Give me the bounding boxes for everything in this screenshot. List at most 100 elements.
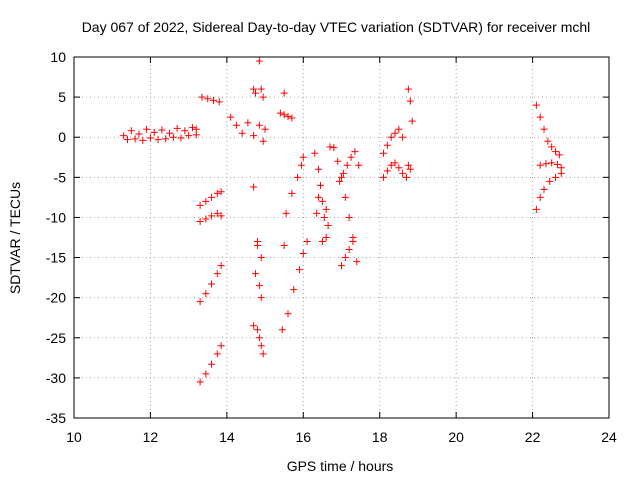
data-point bbox=[406, 97, 414, 105]
data-point bbox=[380, 149, 388, 157]
series-arc-13.3-d bbox=[196, 342, 225, 386]
data-point bbox=[213, 350, 221, 358]
data-point bbox=[355, 161, 363, 169]
data-point bbox=[552, 173, 559, 181]
data-point bbox=[282, 209, 290, 217]
data-point bbox=[202, 290, 210, 298]
data-point bbox=[544, 137, 552, 145]
data-point bbox=[250, 183, 258, 191]
data-point bbox=[198, 93, 206, 101]
y-tick-label: -30 bbox=[46, 370, 66, 386]
series-arc-15.6-b bbox=[284, 238, 311, 318]
data-point bbox=[276, 109, 284, 117]
data-point bbox=[345, 246, 353, 254]
x-tick-label: 16 bbox=[295, 429, 311, 445]
data-point bbox=[257, 294, 265, 302]
data-point bbox=[255, 57, 263, 65]
data-point bbox=[380, 173, 388, 181]
data-point bbox=[252, 270, 260, 278]
data-point bbox=[127, 127, 135, 135]
chart-title: Day 067 of 2022, Sidereal Day-to-day VTE… bbox=[82, 19, 591, 35]
data-point bbox=[196, 298, 204, 306]
data-point bbox=[257, 254, 265, 262]
data-point bbox=[532, 101, 540, 109]
series-arc-17.0 bbox=[336, 148, 363, 185]
data-points bbox=[120, 57, 565, 386]
data-point bbox=[322, 234, 330, 241]
data-point bbox=[322, 205, 330, 213]
y-tick-label: 0 bbox=[58, 129, 66, 145]
series-arc-13.3-a bbox=[196, 188, 225, 209]
data-point bbox=[315, 165, 323, 173]
data-point bbox=[169, 133, 177, 141]
series-arc-16.7 bbox=[326, 143, 361, 266]
data-point bbox=[124, 136, 131, 144]
data-point bbox=[143, 125, 151, 133]
data-point bbox=[181, 127, 189, 135]
data-point bbox=[553, 160, 561, 168]
data-point bbox=[177, 134, 185, 142]
data-point bbox=[540, 185, 548, 193]
data-point bbox=[383, 167, 391, 175]
data-point bbox=[532, 205, 540, 213]
data-point bbox=[395, 125, 403, 133]
data-point bbox=[208, 212, 216, 220]
data-point bbox=[316, 181, 324, 189]
x-tick-label: 22 bbox=[525, 429, 541, 445]
series-arc-18.0 bbox=[380, 125, 407, 157]
data-point bbox=[318, 238, 326, 246]
data-point bbox=[244, 119, 252, 127]
series-arc-near-zero-a bbox=[120, 124, 200, 140]
data-point bbox=[311, 149, 319, 157]
data-point bbox=[536, 193, 544, 201]
series-arc-17.0-low bbox=[338, 238, 357, 270]
series-arc-13.3-c bbox=[196, 262, 225, 306]
data-point bbox=[280, 111, 288, 119]
data-point bbox=[232, 121, 240, 129]
data-point bbox=[542, 160, 550, 168]
data-point bbox=[158, 126, 166, 134]
series-arc-22.1-a bbox=[532, 101, 563, 159]
data-point bbox=[315, 193, 323, 201]
data-point bbox=[253, 242, 261, 250]
data-point bbox=[546, 177, 554, 185]
x-tick-label: 14 bbox=[219, 429, 235, 445]
data-point bbox=[173, 124, 181, 132]
data-point bbox=[215, 98, 223, 106]
data-point bbox=[284, 310, 292, 318]
data-point bbox=[404, 161, 412, 169]
series-arc-22.1-c bbox=[532, 169, 565, 213]
data-point bbox=[536, 113, 544, 121]
data-point bbox=[395, 164, 403, 172]
series-arc-13.3-high bbox=[198, 93, 223, 106]
data-point bbox=[217, 188, 225, 196]
data-point bbox=[250, 322, 258, 330]
data-point bbox=[154, 136, 162, 144]
data-point bbox=[324, 221, 332, 229]
data-point bbox=[185, 132, 193, 140]
data-point bbox=[213, 209, 221, 217]
x-tick-label: 18 bbox=[372, 429, 388, 445]
data-point bbox=[255, 121, 263, 129]
series-scatter-14.7 bbox=[250, 57, 269, 358]
x-axis-label: GPS time / hours bbox=[287, 458, 394, 474]
data-point bbox=[204, 95, 212, 103]
data-point bbox=[213, 189, 221, 197]
data-point bbox=[208, 280, 216, 288]
y-axis-label: SDTVAR / TECUs bbox=[7, 182, 23, 294]
data-point bbox=[261, 125, 269, 133]
data-point bbox=[280, 242, 288, 250]
data-point bbox=[135, 130, 143, 138]
data-point bbox=[259, 350, 267, 358]
data-point bbox=[334, 157, 342, 165]
data-point bbox=[330, 144, 338, 152]
data-point bbox=[548, 159, 556, 167]
data-point bbox=[196, 378, 204, 386]
data-point bbox=[404, 85, 412, 93]
data-point bbox=[313, 209, 321, 217]
data-point bbox=[402, 173, 410, 181]
data-point bbox=[146, 134, 154, 142]
data-point bbox=[255, 282, 263, 290]
data-point bbox=[295, 266, 303, 274]
y-tick-label: -10 bbox=[46, 209, 66, 225]
